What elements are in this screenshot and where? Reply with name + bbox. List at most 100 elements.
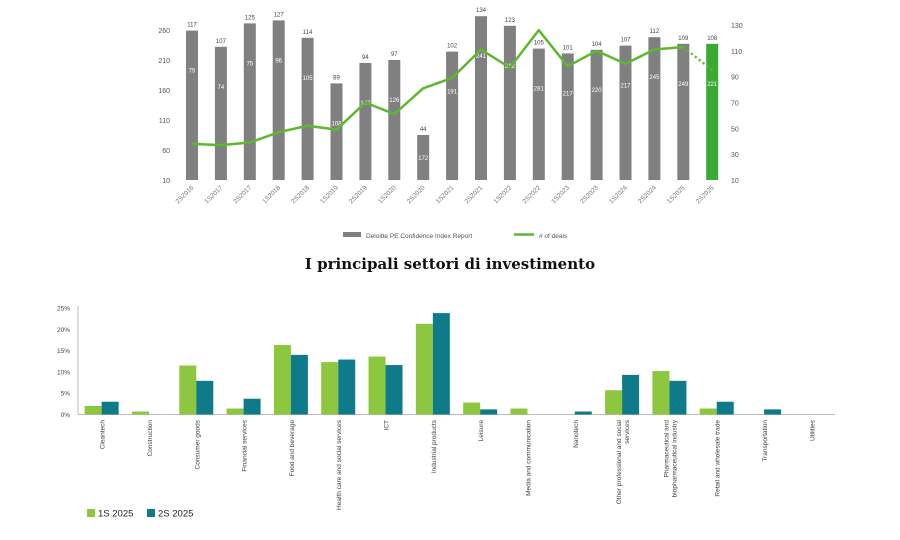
bar-s1 <box>463 402 481 415</box>
deal-count-label: 101 <box>563 45 574 51</box>
bar-s2 <box>432 313 450 415</box>
left-axis-tick: 260 <box>158 28 170 35</box>
x-axis-tick: Retail and wholesale trade <box>715 420 722 497</box>
legend-swatch-bars <box>343 232 361 237</box>
bar-s2 <box>669 380 687 415</box>
bar <box>186 30 198 180</box>
x-axis-tick: 2S2021 <box>464 184 485 205</box>
x-axis-tick: Construction <box>147 420 154 457</box>
x-axis-tick: Consumer goods <box>194 419 201 469</box>
bar <box>388 60 401 180</box>
legend-swatch <box>87 509 95 517</box>
bar-inner-label: 221 <box>707 82 718 88</box>
bar-s2 <box>716 401 734 415</box>
x-axis-tick: Nanotech <box>573 420 580 448</box>
deal-count-label: 94 <box>362 55 369 61</box>
bar <box>214 46 227 180</box>
bar <box>359 63 372 180</box>
deal-count-label: 127 <box>274 12 285 18</box>
bar-inner-label: 147 <box>360 101 371 107</box>
bar-s1 <box>605 390 623 415</box>
y-axis-tick: 25% <box>57 306 70 313</box>
right-axis-tick: 30 <box>731 152 739 159</box>
bar <box>503 25 516 180</box>
x-axis-tick: Health care and social services <box>336 419 343 510</box>
bar-s2 <box>622 374 640 415</box>
deal-count-label: 89 <box>333 75 340 81</box>
bar-s2 <box>290 354 308 415</box>
right-axis-tick: 130 <box>731 23 743 30</box>
deal-count-label: 102 <box>447 44 458 50</box>
x-axis-tick: 1S2022 <box>493 184 514 205</box>
y-axis-tick: 10% <box>57 369 70 376</box>
deal-count-label: 123 <box>505 18 516 24</box>
bar-s2 <box>243 398 261 415</box>
deals-line <box>191 28 684 147</box>
bar-inner-label: 191 <box>447 90 458 96</box>
deal-count-label: 107 <box>620 38 631 44</box>
bar <box>330 83 343 180</box>
left-axis-tick: 10 <box>162 178 170 185</box>
right-axis-tick: 10 <box>731 178 739 185</box>
bar-inner-label: 249 <box>678 82 689 88</box>
bar-s2 <box>385 365 403 415</box>
x-axis-tick: 1S2023 <box>550 184 571 205</box>
bar-s2 <box>764 409 782 415</box>
pe-confidence-chart: 10 60 110 160 210 260 10 30 50 70 90 110 130 117 75 2S2… <box>158 8 743 240</box>
bar-s2 <box>101 401 119 415</box>
bar <box>648 37 661 181</box>
right-axis-tick: 50 <box>731 126 739 133</box>
legend-label: 1S 2025 <box>98 509 133 520</box>
x-axis-tick: 2S2016 <box>175 184 196 205</box>
x-axis-tick: 1S2021 <box>435 184 456 205</box>
deal-count-label: 109 <box>678 36 689 42</box>
deal-count-label: 125 <box>245 15 256 21</box>
bar <box>532 48 545 180</box>
left-axis-tick: 160 <box>158 88 170 95</box>
bar <box>446 51 459 180</box>
bar-inner-label: 74 <box>218 85 225 91</box>
bar-s1 <box>131 411 149 415</box>
sector-investment-chart: 0% 5% 10% 15% 20% 25% Cleantech Construction Con… <box>57 306 835 520</box>
bar-s2 <box>480 409 498 415</box>
deal-count-label: 117 <box>187 23 197 29</box>
bar-s1 <box>273 345 291 415</box>
bar-inner-label: 241 <box>476 54 487 60</box>
bar-s1 <box>415 323 433 415</box>
x-axis-tick: Industrial products <box>431 419 438 473</box>
x-axis-tick: 2S2025 <box>695 184 716 205</box>
x-axis-tick: 1S2024 <box>608 184 629 205</box>
x-axis-tick: Cleantech <box>100 420 107 450</box>
x-axis-tick: Other professional and socialservices <box>616 419 631 504</box>
x-axis-tick: Food and beverage <box>289 420 296 477</box>
bar <box>475 16 487 181</box>
deal-count-label: 134 <box>476 8 487 14</box>
x-axis-tick: 1S2017 <box>204 184 225 205</box>
bar <box>561 53 574 180</box>
left-axis-tick: 110 <box>159 118 170 125</box>
deal-count-label: 44 <box>420 127 427 133</box>
bar <box>677 43 690 180</box>
bar-s1 <box>321 362 339 415</box>
bar <box>243 23 256 181</box>
x-axis-tick: 2S2019 <box>348 184 369 205</box>
x-axis-tick: 2S2023 <box>579 184 600 205</box>
bar <box>417 135 430 180</box>
y-axis-tick: 0% <box>61 412 71 419</box>
y-axis-tick: 20% <box>57 327 70 334</box>
bar <box>301 37 314 180</box>
bar-s1 <box>84 405 102 415</box>
deal-count-label: 97 <box>391 52 398 58</box>
x-axis-tick: 2S2024 <box>637 184 658 205</box>
deal-count-label: 107 <box>216 39 227 45</box>
x-axis-tick: 2S2018 <box>290 184 311 205</box>
left-axis-tick: 210 <box>158 58 170 65</box>
right-axis-tick: 70 <box>731 101 739 108</box>
deal-count-label: 108 <box>707 36 718 42</box>
deals-line-projection <box>682 45 713 72</box>
bar-inner-label: 105 <box>303 76 314 82</box>
x-axis-tick: Pharmaceutical andbiopharmaceutical indu… <box>663 419 678 497</box>
x-axis-tick: Leisure <box>478 420 485 442</box>
bar-inner-label: 220 <box>592 88 603 94</box>
bar-s1 <box>510 408 528 415</box>
